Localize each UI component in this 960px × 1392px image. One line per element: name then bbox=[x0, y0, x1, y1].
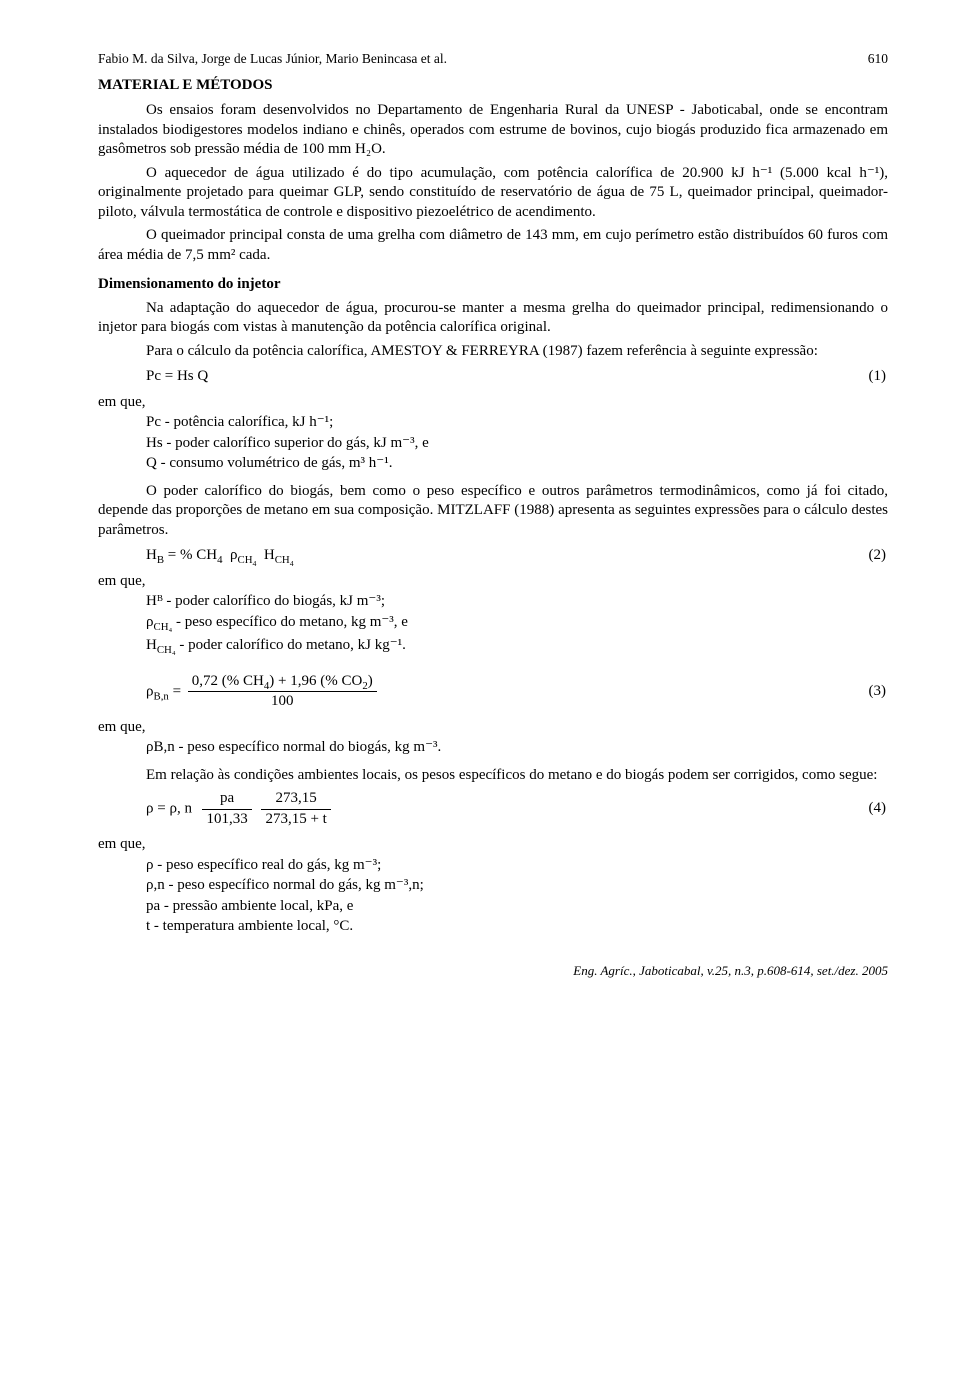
paragraph-2: O aquecedor de água utilizado é do tipo … bbox=[98, 164, 888, 223]
em-que-1: em que, bbox=[98, 393, 888, 413]
paragraph-1: Os ensaios foram desenvolvidos no Depart… bbox=[98, 101, 888, 160]
definitions-block-4: ρ - peso específico real do gás, kg m⁻³;… bbox=[98, 856, 888, 937]
definitions-block-2: Hᴮ - poder calorífico do biogás, kJ m⁻³;… bbox=[98, 592, 888, 656]
def-hs: Hs - poder calorífico superior do gás, k… bbox=[146, 434, 888, 454]
paragraph-7: Em relação às condições ambientes locais… bbox=[98, 766, 888, 786]
equation-1-expr: Pc = Hs Q bbox=[98, 367, 208, 387]
equation-4: ρ = ρ, n pa 101,33 273,15 273,15 + t (4) bbox=[98, 789, 888, 829]
em-que-2: em que, bbox=[98, 572, 888, 592]
paragraph-4: Na adaptação do aquecedor de água, procu… bbox=[98, 299, 888, 338]
paragraph-5: Para o cálculo da potência calorífica, A… bbox=[98, 342, 888, 362]
equation-2-num: (2) bbox=[869, 546, 889, 566]
em-que-4: em que, bbox=[98, 835, 888, 855]
equation-1: Pc = Hs Q (1) bbox=[98, 367, 888, 387]
running-header: Fabio M. da Silva, Jorge de Lucas Júnior… bbox=[98, 50, 888, 68]
def-rho: ρ - peso específico real do gás, kg m⁻³; bbox=[146, 856, 888, 876]
header-authors: Fabio M. da Silva, Jorge de Lucas Júnior… bbox=[98, 50, 447, 68]
equation-1-num: (1) bbox=[869, 367, 889, 387]
equation-4-expr: ρ = ρ, n pa 101,33 273,15 273,15 + t bbox=[98, 789, 334, 829]
def-pc: Pc - potência calorífica, kJ h⁻¹; bbox=[146, 413, 888, 433]
equation-3: ρB,n = 0,72 (% CH4) + 1,96 (% CO2) 100 (… bbox=[98, 672, 888, 712]
def-t: t - temperatura ambiente local, °C. bbox=[146, 917, 888, 937]
footer-citation: Eng. Agríc., Jaboticabal, v.25, n.3, p.6… bbox=[98, 963, 888, 980]
def-rho-n: ρ,n - peso específico normal do gás, kg … bbox=[146, 876, 888, 896]
definitions-block-1: Pc - potência calorífica, kJ h⁻¹; Hs - p… bbox=[98, 413, 888, 474]
def-h-ch4: HCH₄ - poder calorífico do metano, kJ kg… bbox=[146, 636, 888, 656]
paragraph-3: O queimador principal consta de uma grel… bbox=[98, 226, 888, 265]
equation-2-expr: HB = % CH4 ρCH4 HCH4 bbox=[98, 546, 294, 566]
equation-3-num: (3) bbox=[869, 682, 889, 702]
equation-4-num: (4) bbox=[869, 799, 889, 819]
def-hb: Hᴮ - poder calorífico do biogás, kJ m⁻³; bbox=[146, 592, 888, 612]
def-rho-bn: ρB,n - peso específico normal do biogás,… bbox=[146, 738, 888, 758]
paragraph-6: O poder calorífico do biogás, bem como o… bbox=[98, 482, 888, 541]
definitions-block-3: ρB,n - peso específico normal do biogás,… bbox=[98, 738, 888, 758]
em-que-3: em que, bbox=[98, 718, 888, 738]
def-q: Q - consumo volumétrico de gás, m³ h⁻¹. bbox=[146, 454, 888, 474]
equation-3-expr: ρB,n = 0,72 (% CH4) + 1,96 (% CO2) 100 bbox=[98, 672, 380, 712]
def-pa: pa - pressão ambiente local, kPa, e bbox=[146, 897, 888, 917]
equation-2: HB = % CH4 ρCH4 HCH4 (2) bbox=[98, 546, 888, 566]
subheading-injector: Dimensionamento do injetor bbox=[98, 275, 888, 295]
section-title: MATERIAL E MÉTODOS bbox=[98, 76, 888, 96]
def-rho-ch4: ρCH₄ - peso específico do metano, kg m⁻³… bbox=[146, 613, 888, 633]
header-page: 610 bbox=[868, 50, 888, 68]
